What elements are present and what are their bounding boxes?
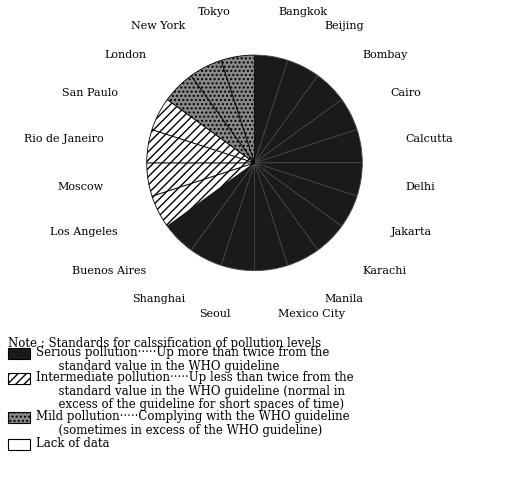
Wedge shape [152, 100, 254, 163]
Wedge shape [254, 129, 362, 163]
Wedge shape [167, 76, 254, 163]
Bar [8, 439, 30, 450]
Bar [8, 348, 30, 359]
Text: Lack of data: Lack of data [36, 437, 109, 450]
Text: Mild pollution·····Complying with the WHO guideline: Mild pollution·····Complying with the WH… [36, 411, 350, 423]
Wedge shape [191, 163, 254, 265]
Wedge shape [147, 163, 254, 196]
Wedge shape [254, 163, 362, 196]
Wedge shape [191, 60, 254, 163]
Text: Karachi: Karachi [363, 266, 407, 276]
Wedge shape [152, 163, 254, 226]
Text: Calcutta: Calcutta [406, 134, 454, 144]
Text: London: London [104, 50, 146, 60]
Text: Bombay: Bombay [363, 50, 408, 60]
Text: San Paulo: San Paulo [62, 89, 118, 98]
Text: Jakarta: Jakarta [391, 228, 432, 237]
Text: Note : Standards for calssification of pollution levels: Note : Standards for calssification of p… [8, 337, 321, 350]
Wedge shape [254, 163, 342, 250]
Wedge shape [254, 55, 288, 163]
Wedge shape [254, 163, 288, 271]
Text: Beijing: Beijing [324, 22, 363, 32]
Text: Bangkok: Bangkok [278, 7, 328, 17]
Text: standard value in the WHO guideline: standard value in the WHO guideline [36, 360, 279, 373]
Text: Tokyo: Tokyo [198, 7, 231, 17]
Text: Buenos Aires: Buenos Aires [72, 266, 146, 276]
Text: Cairo: Cairo [391, 89, 421, 98]
Text: Los Angeles: Los Angeles [50, 228, 118, 237]
Wedge shape [254, 163, 318, 265]
Text: standard value in the WHO guideline (normal in: standard value in the WHO guideline (nor… [36, 385, 345, 398]
Wedge shape [167, 163, 254, 250]
Text: New York: New York [131, 22, 185, 32]
Text: (sometimes in excess of the WHO guideline): (sometimes in excess of the WHO guidelin… [36, 424, 322, 437]
Text: Shanghai: Shanghai [132, 294, 185, 304]
Text: Mexico City: Mexico City [278, 309, 346, 319]
Wedge shape [254, 60, 318, 163]
Bar [8, 373, 30, 384]
Text: Intermediate pollution·····Up less than twice from the: Intermediate pollution·····Up less than … [36, 371, 354, 384]
Text: Manila: Manila [324, 294, 363, 304]
Wedge shape [254, 163, 357, 226]
Wedge shape [254, 76, 342, 163]
Wedge shape [221, 55, 254, 163]
Text: excess of the guideline for short spaces of time): excess of the guideline for short spaces… [36, 399, 344, 411]
Wedge shape [147, 129, 254, 163]
Text: Moscow: Moscow [57, 182, 103, 192]
Bar [8, 412, 30, 423]
Wedge shape [221, 163, 254, 271]
Text: Delhi: Delhi [406, 182, 435, 192]
Text: Seoul: Seoul [199, 309, 231, 319]
Wedge shape [254, 100, 357, 163]
Text: Rio de Janeiro: Rio de Janeiro [24, 134, 103, 144]
Text: Serious pollution·····Up more than twice from the: Serious pollution·····Up more than twice… [36, 346, 329, 359]
